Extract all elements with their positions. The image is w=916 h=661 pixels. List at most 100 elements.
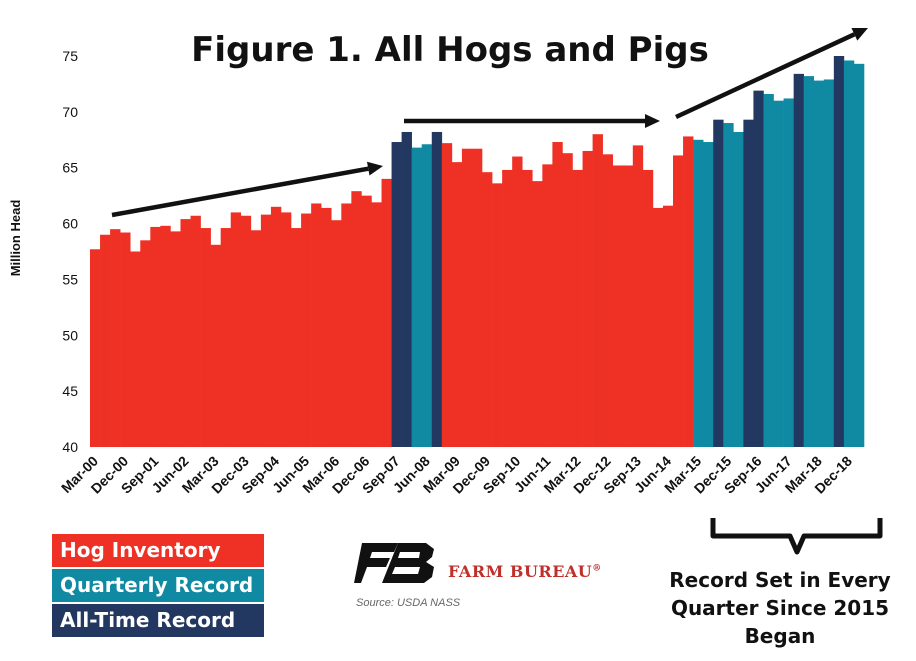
bar: [542, 164, 553, 448]
y-tick-label: 70: [62, 104, 78, 120]
bar: [230, 212, 242, 447]
y-tick-label: 40: [62, 439, 78, 455]
bar: [331, 220, 342, 447]
trend-arrow-head: [851, 27, 868, 41]
bar: [170, 231, 181, 447]
y-tick-label: 60: [62, 216, 78, 232]
bar: [753, 90, 764, 447]
bar: [401, 131, 412, 447]
legend-all-time-record: All-Time Record: [52, 604, 264, 637]
trend-arrow-head: [366, 161, 383, 176]
bar: [522, 169, 533, 447]
annotation-bracket: [710, 518, 883, 555]
trend-arrow-line: [111, 166, 369, 218]
brand-text: FARM BUREAU: [448, 562, 593, 581]
bar: [683, 136, 694, 447]
bar: [441, 143, 453, 447]
record-annotation: Record Set in Every Quarter Since 2015 B…: [660, 566, 900, 650]
bar: [391, 142, 402, 447]
bar: [210, 244, 221, 447]
bar: [381, 178, 392, 447]
bar: [793, 73, 804, 448]
bar: [813, 80, 825, 447]
bar: [371, 202, 382, 447]
bar: [341, 203, 352, 447]
bar: [160, 225, 171, 447]
brand-name: FARM BUREAU®: [448, 562, 602, 581]
bar: [673, 155, 684, 447]
brand-registered-mark: ®: [592, 563, 602, 574]
bar: [451, 162, 463, 447]
source-note: Source: USDA NASS: [356, 597, 461, 609]
trend-arrows: [111, 27, 868, 218]
bar: [803, 76, 815, 448]
chart-title: Figure 1. All Hogs and Pigs: [191, 30, 709, 70]
bar: [492, 183, 503, 447]
bar: [461, 148, 473, 447]
farm-bureau-logo-icon: [354, 543, 436, 588]
bar: [783, 98, 794, 447]
annotation-line-3: Began: [744, 624, 816, 648]
bar: [200, 228, 211, 447]
y-tick-label: 50: [62, 327, 78, 343]
bar: [622, 165, 634, 448]
bar: [220, 228, 232, 447]
bar: [471, 148, 483, 447]
legend-quarterly-record: Quarterly Record: [52, 569, 264, 602]
bar: [431, 131, 443, 447]
bar: [130, 251, 141, 447]
bar: [120, 232, 131, 447]
bar: [823, 79, 835, 448]
trend-arrow-head: [645, 114, 660, 128]
bar: [260, 214, 272, 447]
bar: [90, 249, 101, 447]
bar: [642, 169, 654, 447]
bar: [602, 154, 613, 447]
bar: [693, 139, 704, 448]
bar: [351, 191, 362, 447]
annotation-line-2: Quarter Since 2015: [670, 596, 890, 620]
bar: [833, 56, 845, 447]
bars-group: [90, 56, 865, 448]
bar: [301, 213, 312, 447]
y-tick-label: 65: [62, 160, 78, 176]
bar: [250, 230, 262, 447]
y-tick-label: 45: [62, 383, 78, 399]
bar: [652, 207, 664, 447]
trend-arrow-line: [675, 32, 856, 120]
bar: [632, 145, 644, 447]
bar: [512, 156, 523, 448]
bar: [411, 147, 423, 448]
bar: [140, 240, 151, 447]
annotation-line-1: Record Set in Every: [669, 568, 891, 592]
bar: [743, 119, 754, 448]
bar: [733, 131, 744, 447]
bar: [180, 219, 191, 447]
y-tick-label: 75: [62, 48, 78, 64]
bar: [311, 203, 322, 447]
bar: [572, 169, 583, 447]
bar: [723, 123, 734, 447]
bar: [240, 215, 252, 447]
bar: [150, 226, 161, 447]
bar: [763, 93, 774, 447]
bar: [361, 195, 372, 447]
bar: [552, 142, 563, 447]
y-axis: 40 45 50 55 60 65 70 75: [62, 48, 78, 455]
bar: [190, 215, 201, 447]
bar: [853, 63, 865, 447]
bar: [482, 172, 493, 447]
bar: [562, 153, 573, 447]
x-axis: Mar-00Dec-00Sep-01Jun-02Mar-03Dec-03Sep-…: [58, 453, 855, 497]
bar: [612, 165, 624, 448]
bar: [843, 60, 855, 447]
bar: [713, 119, 724, 448]
legend-hog-inventory: Hog Inventory: [52, 534, 264, 567]
bar: [100, 234, 111, 447]
y-tick-label: 55: [62, 271, 78, 287]
bar: [270, 206, 282, 447]
bar: [532, 181, 543, 447]
y-axis-label: Million Head: [8, 200, 23, 277]
bar: [592, 134, 603, 447]
bar: [773, 100, 784, 447]
